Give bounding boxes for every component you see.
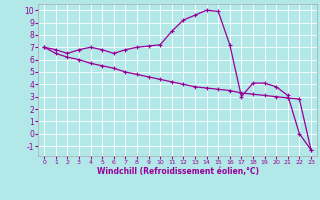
X-axis label: Windchill (Refroidissement éolien,°C): Windchill (Refroidissement éolien,°C) xyxy=(97,167,259,176)
